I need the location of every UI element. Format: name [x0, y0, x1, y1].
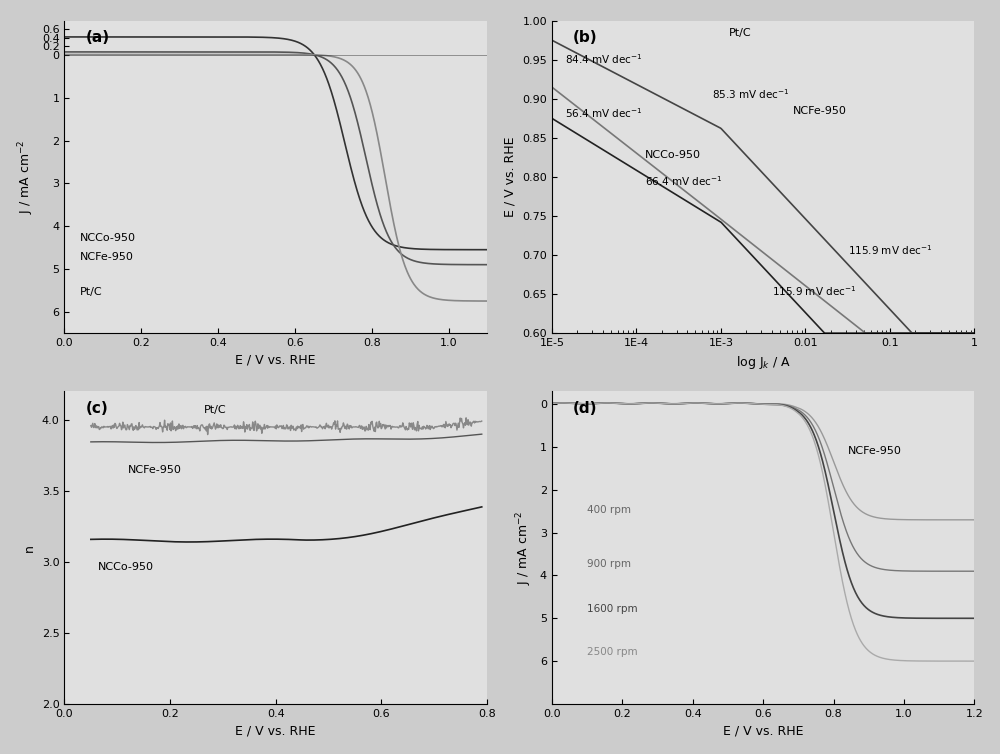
Text: 85.3 mV dec$^{-1}$: 85.3 mV dec$^{-1}$: [712, 87, 790, 101]
Text: NCFe-950: NCFe-950: [80, 253, 134, 262]
X-axis label: E / V vs. RHE: E / V vs. RHE: [235, 725, 316, 737]
Text: (c): (c): [86, 401, 108, 415]
Text: 900 rpm: 900 rpm: [587, 559, 631, 569]
Text: 2500 rpm: 2500 rpm: [587, 647, 638, 657]
Text: 115.9 mV dec$^{-1}$: 115.9 mV dec$^{-1}$: [772, 284, 856, 298]
Text: 1600 rpm: 1600 rpm: [587, 604, 638, 614]
X-axis label: E / V vs. RHE: E / V vs. RHE: [235, 354, 316, 366]
Text: (b): (b): [573, 30, 598, 45]
Y-axis label: J / mA cm$^{-2}$: J / mA cm$^{-2}$: [515, 510, 534, 585]
Text: 56.4 mV dec$^{-1}$: 56.4 mV dec$^{-1}$: [565, 106, 642, 120]
Text: NCFe-950: NCFe-950: [793, 106, 847, 116]
Text: Pt/C: Pt/C: [204, 406, 227, 415]
Text: NCCo-950: NCCo-950: [645, 150, 701, 160]
Text: Pt/C: Pt/C: [80, 287, 102, 296]
Text: 115.9 mV dec$^{-1}$: 115.9 mV dec$^{-1}$: [848, 244, 932, 257]
Text: NCCo-950: NCCo-950: [80, 233, 136, 243]
X-axis label: E / V vs. RHE: E / V vs. RHE: [723, 725, 803, 737]
Text: 66.4 mV dec$^{-1}$: 66.4 mV dec$^{-1}$: [645, 174, 723, 188]
Y-axis label: E / V vs. RHE: E / V vs. RHE: [504, 136, 517, 217]
Text: Pt/C: Pt/C: [729, 29, 752, 38]
Text: 84.4 mV dec$^{-1}$: 84.4 mV dec$^{-1}$: [565, 53, 642, 66]
Text: 400 rpm: 400 rpm: [587, 505, 631, 516]
Y-axis label: n: n: [23, 544, 36, 552]
Text: NCCo-950: NCCo-950: [98, 562, 154, 572]
Text: (a): (a): [86, 30, 110, 45]
Text: (d): (d): [573, 401, 597, 415]
X-axis label: log J$_{k}$ / A: log J$_{k}$ / A: [736, 354, 791, 370]
Y-axis label: J / mA cm$^{-2}$: J / mA cm$^{-2}$: [17, 139, 36, 214]
Text: NCFe-950: NCFe-950: [848, 446, 902, 456]
Text: NCFe-950: NCFe-950: [128, 464, 182, 475]
